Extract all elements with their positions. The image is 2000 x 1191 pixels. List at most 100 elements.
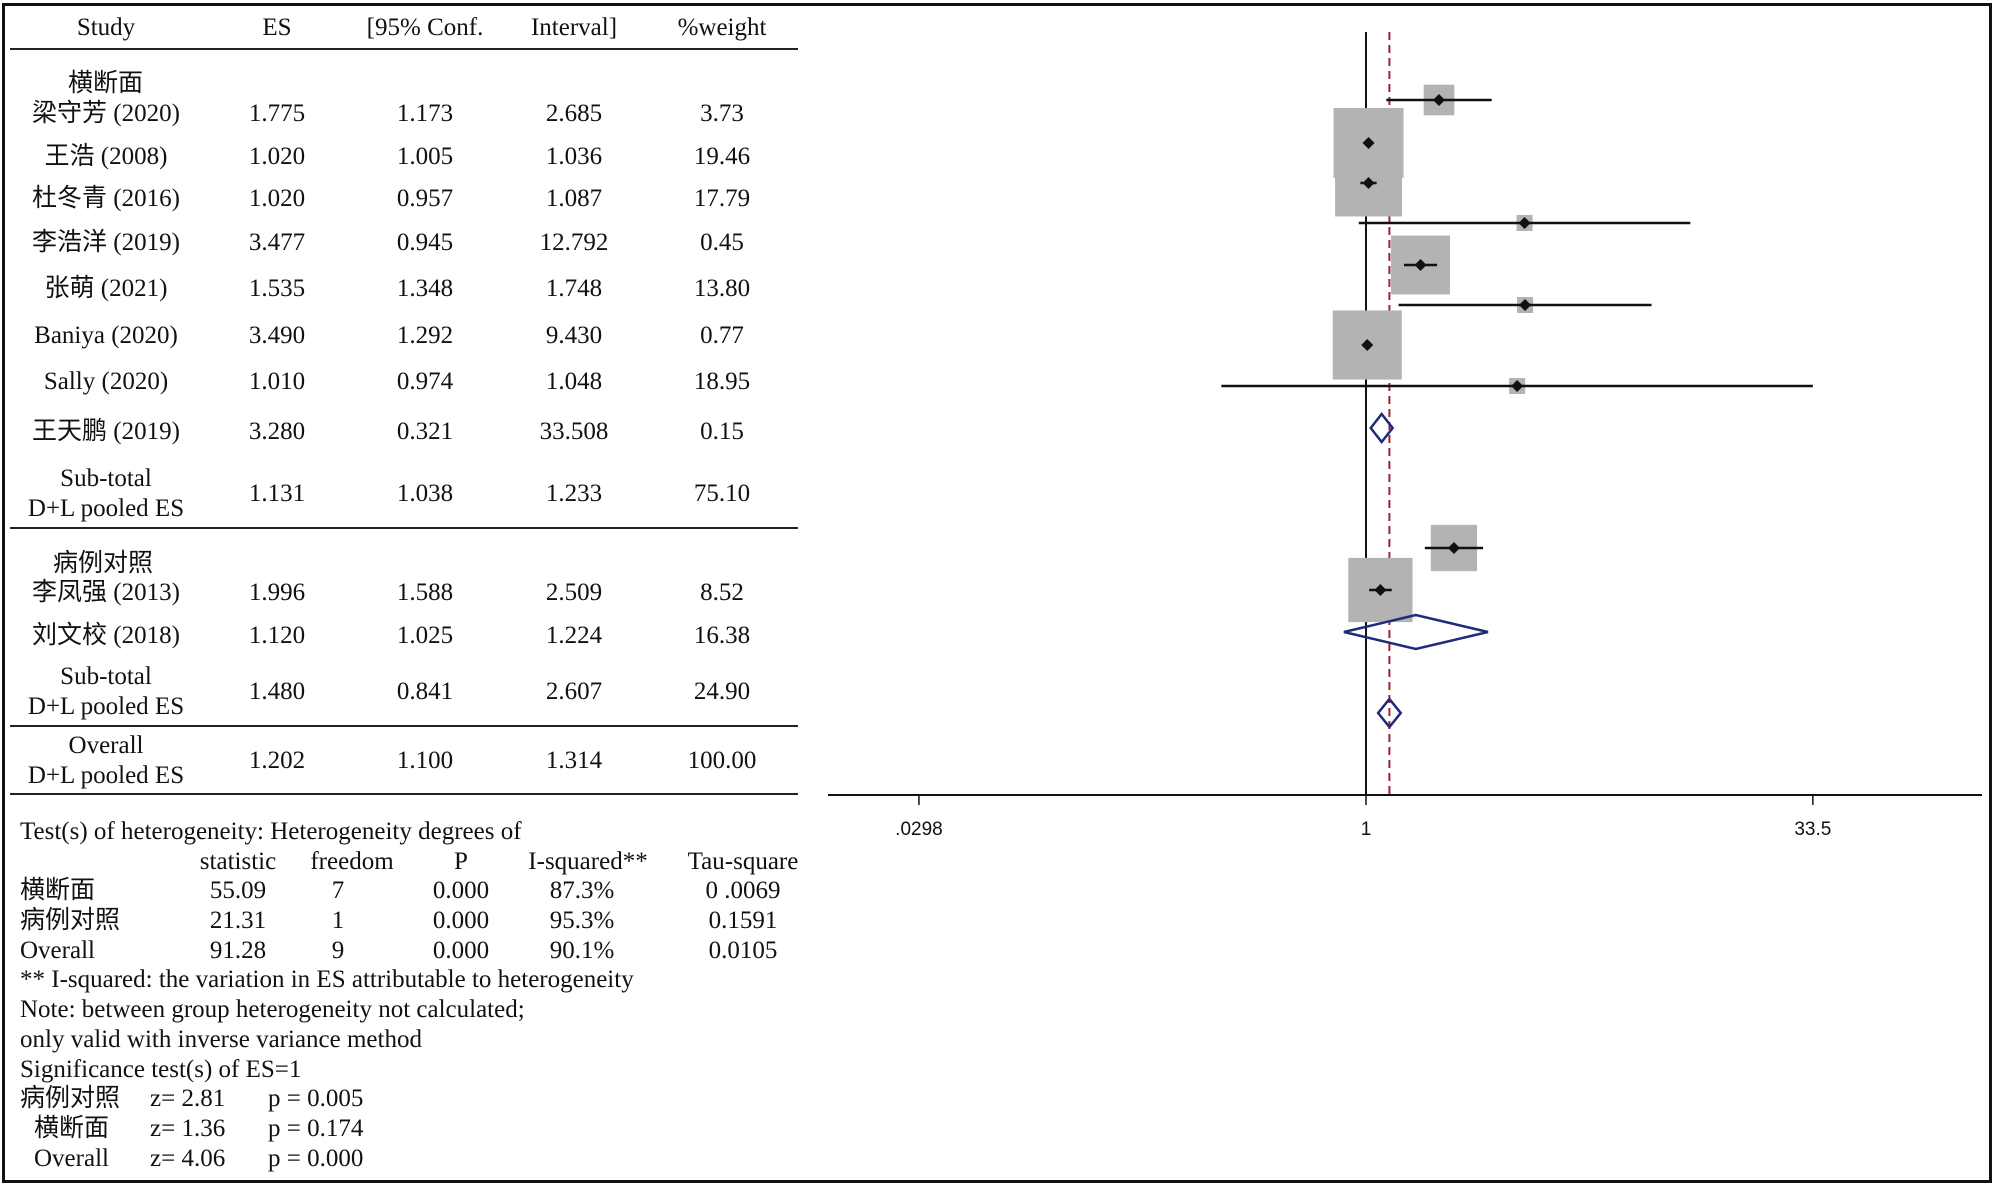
study-ci-low: 1.348	[396, 275, 454, 302]
het-i2: 90.1%	[549, 937, 615, 964]
subtotal-ci-high: 1.233	[545, 480, 603, 507]
het-header-statistic: statistic	[199, 848, 277, 875]
overall-ci-low: 1.100	[396, 747, 454, 774]
het-header-freedom: freedom	[310, 848, 394, 875]
het-p: 0.000	[432, 937, 490, 964]
het-freedom: 9	[331, 937, 345, 964]
study-es: 3.490	[248, 322, 306, 349]
study-ci-high: 1.036	[545, 143, 603, 170]
het-row-label: 病例对照	[20, 907, 121, 934]
header-conf-low: [95% Conf.	[366, 14, 484, 41]
study-name: Baniya (2020)	[34, 322, 178, 349]
point-estimate	[1433, 94, 1446, 106]
heterogeneity-title: Test(s) of heterogeneity: Heterogeneity …	[20, 818, 522, 845]
study-ci-low: 1.025	[396, 622, 454, 649]
significance-z: z= 1.36	[150, 1115, 226, 1142]
het-statistic: 21.31	[209, 907, 267, 934]
overall-ci-high: 1.314	[545, 747, 603, 774]
overall-es: 1.202	[248, 747, 306, 774]
study-weight: 8.52	[700, 579, 744, 606]
study-weight: 16.38	[693, 622, 751, 649]
significance-title: Significance test(s) of ES=1	[20, 1056, 302, 1083]
group-label: 病例对照	[53, 550, 154, 577]
study-es: 3.477	[248, 229, 306, 256]
header-conf-high: Interval]	[530, 14, 618, 41]
study-weight: 19.46	[693, 143, 751, 170]
table-bottom-rule	[10, 793, 798, 795]
subtotal-ci-low: 0.841	[396, 678, 454, 705]
study-ci-low: 0.957	[396, 185, 454, 212]
study-weight: 0.45	[700, 229, 744, 256]
header-study: Study	[76, 14, 136, 41]
study-name: 张萌 (2021)	[44, 275, 168, 302]
study-ci-high: 33.508	[539, 418, 609, 445]
study-ci-high: 1.748	[545, 275, 603, 302]
significance-p: p = 0.005	[268, 1085, 364, 1112]
x-tick-label: 33.5	[1794, 819, 1831, 840]
subtotal-ci-low: 1.038	[396, 480, 454, 507]
study-weight: 0.77	[700, 322, 744, 349]
significance-z: z= 2.81	[150, 1085, 226, 1112]
group-label: 横断面	[68, 70, 144, 97]
point-estimate	[1447, 542, 1460, 554]
significance-z: z= 4.06	[150, 1145, 226, 1172]
study-weight: 18.95	[693, 368, 751, 395]
het-row-label: 横断面	[20, 877, 96, 904]
study-name: 李凤强 (2013)	[32, 579, 180, 606]
het-i2: 87.3%	[549, 877, 615, 904]
het-header-tau2: Tau-square	[687, 848, 799, 875]
study-name: 王浩 (2008)	[44, 143, 168, 170]
het-note: ** I-squared: the variation in ES attrib…	[20, 966, 634, 993]
overall-sublabel: D+L pooled ES	[27, 762, 185, 789]
subtotal-es: 1.131	[248, 480, 306, 507]
het-tau2: 0 .0069	[705, 877, 781, 904]
het-header-i2: I-squared**	[528, 848, 648, 875]
header-es: ES	[262, 14, 292, 41]
het-header-p: P	[454, 848, 468, 875]
het-freedom: 1	[331, 907, 345, 934]
x-tick-label: .0298	[895, 819, 943, 840]
study-es: 1.020	[248, 143, 306, 170]
overall-weight: 100.00	[687, 747, 757, 774]
significance-label: Overall	[34, 1145, 109, 1172]
study-ci-high: 2.509	[545, 579, 603, 606]
het-note: only valid with inverse variance method	[20, 1026, 422, 1053]
point-estimate	[1414, 259, 1427, 271]
het-row-label: Overall	[20, 937, 95, 964]
subtotal-es: 1.480	[248, 678, 306, 705]
subtotal-ci-high: 2.607	[545, 678, 603, 705]
pooled-diamond	[1376, 697, 1403, 729]
header-weight: %weight	[677, 14, 767, 41]
study-ci-high: 12.792	[539, 229, 609, 256]
study-weight: 13.80	[693, 275, 751, 302]
study-es: 1.535	[248, 275, 306, 302]
study-ci-low: 1.292	[396, 322, 454, 349]
het-p: 0.000	[432, 907, 490, 934]
study-ci-high: 2.685	[545, 100, 603, 127]
point-estimate	[1362, 177, 1375, 189]
forest-plot-frame	[2, 3, 1992, 1183]
het-tau2: 0.1591	[708, 907, 778, 934]
study-es: 3.280	[248, 418, 306, 445]
study-ci-low: 0.974	[396, 368, 454, 395]
subtotal-weight: 75.10	[693, 480, 751, 507]
subtotal-sublabel: D+L pooled ES	[27, 693, 185, 720]
significance-label: 横断面	[34, 1115, 110, 1142]
header-rule	[10, 48, 798, 50]
study-es: 1.020	[248, 185, 306, 212]
study-es: 1.996	[248, 579, 306, 606]
study-name: Sally (2020)	[43, 368, 169, 395]
point-estimate	[1519, 299, 1532, 311]
study-ci-low: 0.321	[396, 418, 454, 445]
study-ci-high: 1.048	[545, 368, 603, 395]
study-name: 梁守芳 (2020)	[32, 100, 180, 127]
het-tau2: 0.0105	[708, 937, 778, 964]
point-estimate	[1361, 339, 1374, 351]
study-ci-low: 0.945	[396, 229, 454, 256]
study-name: 刘文校 (2018)	[32, 622, 180, 649]
significance-label: 病例对照	[20, 1085, 121, 1112]
group-rule	[10, 725, 798, 727]
subtotal-label: Sub-total	[60, 663, 152, 690]
study-es: 1.775	[248, 100, 306, 127]
subtotal-weight: 24.90	[693, 678, 751, 705]
